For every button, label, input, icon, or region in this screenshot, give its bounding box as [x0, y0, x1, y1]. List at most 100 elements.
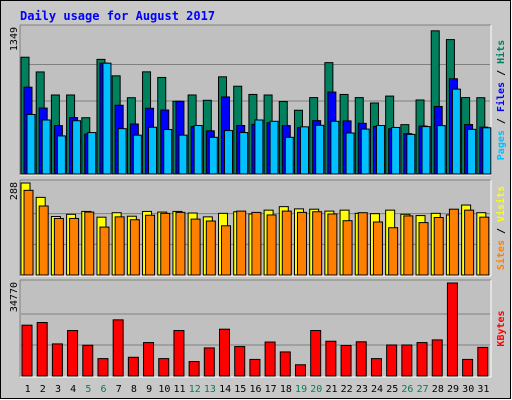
bar-pages-day-21 [330, 120, 340, 175]
chart-panels: 1349 Pages / Files / Hits 288 Sites / Visit… [9, 24, 507, 378]
bar-kbytes-day-1 [21, 324, 33, 377]
bar-pages-day-23 [360, 128, 370, 175]
panel-max-label: 34770 [9, 282, 20, 312]
chart-title: Daily usage for August 2017 [20, 9, 215, 23]
bar-pages-day-31 [482, 127, 492, 175]
day-label: 10 [158, 384, 170, 395]
bar-sites-day-26 [403, 215, 414, 276]
bar-sites-day-6 [99, 226, 110, 276]
legend-visits: Visits [495, 186, 507, 222]
day-label: 20 [310, 384, 322, 395]
bar-sites-day-24 [372, 221, 383, 276]
bar-sites-day-8 [129, 219, 140, 276]
bar-sites-day-17 [266, 214, 277, 276]
bar-pages-day-5 [87, 132, 97, 175]
day-label: 9 [146, 384, 152, 395]
bar-kbytes-day-25 [386, 344, 398, 377]
bar-kbytes-day-5 [82, 344, 94, 377]
day-label: 23 [356, 384, 368, 395]
panel-legend: KBytes [496, 310, 507, 346]
day-label: 18 [280, 384, 292, 395]
bar-sites-day-27 [418, 222, 429, 276]
bar-pages-day-18 [284, 136, 294, 175]
day-label: 4 [70, 384, 76, 395]
day-label: 29 [447, 384, 459, 395]
bar-sites-day-29 [448, 208, 459, 276]
bar-sites-day-4 [69, 217, 80, 276]
day-label: 28 [432, 384, 444, 395]
bar-sites-day-14 [221, 225, 232, 276]
bar-kbytes-day-8 [127, 356, 139, 377]
bar-pages-day-11 [178, 134, 188, 175]
panel-max-label: 1349 [9, 27, 20, 51]
bar-kbytes-day-26 [401, 344, 413, 377]
day-label: 13 [204, 384, 216, 395]
bar-kbytes-day-3 [51, 343, 63, 377]
legend-separator: / [496, 112, 507, 130]
bar-kbytes-day-4 [67, 330, 79, 377]
bar-pages-day-20 [315, 124, 325, 175]
bar-kbytes-day-12 [188, 361, 200, 377]
bar-pages-day-10 [163, 129, 173, 175]
bar-sites-day-7 [114, 216, 125, 276]
day-label: 15 [234, 384, 246, 395]
day-label: 2 [40, 384, 46, 395]
bar-pages-day-29 [451, 88, 461, 175]
bar-kbytes-day-9 [143, 342, 155, 377]
bar-sites-day-5 [84, 211, 95, 276]
bar-sites-day-20 [312, 211, 323, 276]
bar-pages-day-26 [406, 133, 416, 175]
bar-pages-day-30 [467, 128, 477, 175]
panel-visits-sites: 288 Sites / Visits [9, 179, 507, 277]
day-label: 25 [386, 384, 398, 395]
bar-sites-day-11 [175, 211, 186, 276]
day-label: 5 [85, 384, 91, 395]
day-label: 1 [25, 384, 31, 395]
bar-sites-day-25 [388, 227, 399, 276]
bar-kbytes-day-31 [477, 346, 489, 377]
bar-kbytes-day-18 [279, 351, 291, 377]
day-label: 17 [265, 384, 277, 395]
legend-sites: Sites [495, 240, 507, 270]
day-label: 16 [249, 384, 261, 395]
bar-pages-day-9 [148, 126, 158, 175]
bar-pages-day-7 [117, 128, 127, 175]
bar-kbytes-day-28 [431, 339, 443, 377]
bar-pages-day-6 [102, 62, 112, 175]
bar-sites-day-21 [327, 213, 338, 276]
bar-pages-day-28 [436, 125, 446, 175]
bar-pages-day-1 [26, 113, 36, 175]
day-label: 27 [417, 384, 429, 395]
bar-pages-day-24 [375, 125, 385, 175]
bar-sites-day-23 [357, 212, 368, 276]
day-label: 11 [174, 384, 186, 395]
bar-kbytes-day-7 [112, 319, 124, 377]
bar-kbytes-day-10 [158, 358, 170, 377]
day-label: 19 [295, 384, 307, 395]
day-label: 24 [371, 384, 383, 395]
bar-kbytes-day-17 [264, 341, 276, 377]
legend-separator: / [496, 64, 507, 82]
legend-files: Files [495, 82, 507, 112]
day-label: 30 [462, 384, 474, 395]
bar-pages-day-4 [72, 120, 82, 175]
bar-sites-day-19 [296, 211, 307, 276]
bar-kbytes-day-30 [462, 358, 474, 377]
bar-pages-day-3 [56, 135, 66, 175]
bar-pages-day-19 [299, 126, 309, 175]
day-label: 6 [101, 384, 107, 395]
bar-sites-day-10 [160, 212, 171, 276]
bar-pages-day-14 [224, 130, 234, 175]
legend-separator: / [496, 222, 507, 240]
day-axis-labels: 1 2 3 4 5 6 7 8 9 10 11 12 13 14 15 16 17 18 19 20 21 22 23 24 2… [25, 384, 490, 395]
bar-pages-day-16 [254, 119, 264, 175]
day-label: 14 [219, 384, 231, 395]
panel-legend: Pages / Files / Hits [495, 40, 507, 160]
bar-kbytes-day-23 [355, 341, 367, 377]
bar-sites-day-12 [190, 218, 201, 276]
day-label: 21 [325, 384, 337, 395]
bar-pages-day-22 [345, 132, 355, 175]
bar-sites-day-15 [236, 210, 247, 276]
legend-hits: Hits [495, 40, 507, 64]
